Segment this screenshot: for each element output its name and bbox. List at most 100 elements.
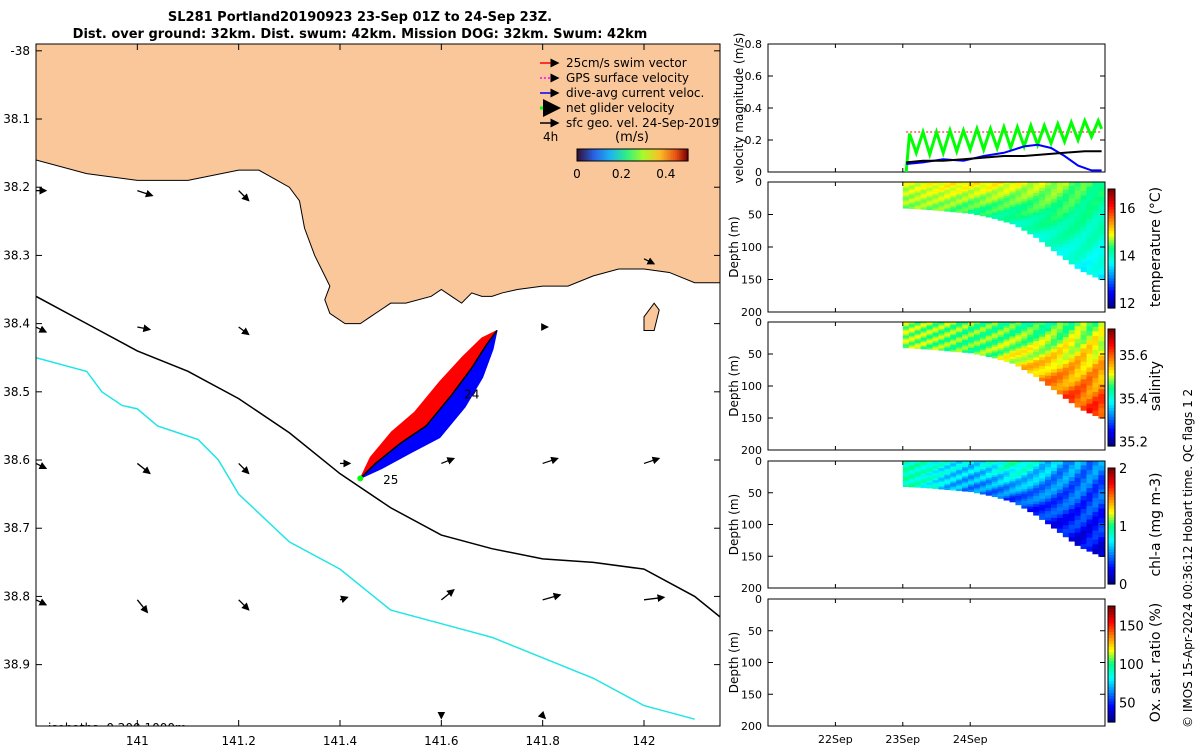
- section-cell: [1098, 508, 1105, 514]
- section-ytick-label: 200: [741, 582, 762, 595]
- section-cell: [1027, 357, 1034, 361]
- section-cell: [962, 347, 969, 350]
- section-cell: [1062, 483, 1070, 489]
- colorbar-cell: [577, 149, 580, 161]
- section-cell: [1050, 216, 1058, 221]
- section-cell: [950, 340, 957, 344]
- geo-velocity-vector: [136, 599, 149, 614]
- section-cell: [1009, 344, 1017, 348]
- section-cell: [1009, 485, 1017, 489]
- section-cell: [1003, 498, 1011, 501]
- section-cell: [908, 199, 916, 202]
- section-cell: [944, 186, 951, 189]
- section-cell: [908, 462, 916, 465]
- section-cell: [926, 330, 934, 333]
- section-cell: [968, 200, 975, 203]
- section-cell: [950, 199, 957, 202]
- section-cell: [1086, 260, 1094, 266]
- section-cell: [1045, 223, 1052, 228]
- section-cell: [908, 187, 916, 190]
- section-cell: [968, 349, 975, 352]
- section-colorbar-cell: [1108, 230, 1115, 235]
- section-cell: [1045, 334, 1052, 339]
- section-cell: [950, 342, 957, 345]
- section-cell: [1092, 238, 1099, 245]
- section-cell: [973, 186, 981, 190]
- section-cell: [1098, 484, 1105, 491]
- section-cell: [1003, 355, 1011, 358]
- section-cell: [1068, 190, 1076, 195]
- section-cell: [920, 461, 928, 463]
- section-cell: [1050, 359, 1058, 364]
- section-cell: [979, 330, 987, 333]
- section-cell: [1033, 217, 1040, 222]
- section-cell: [1074, 490, 1082, 496]
- date-xtick-label: 23Sep: [885, 733, 920, 746]
- section-cell: [985, 334, 993, 337]
- section-cell: [914, 470, 922, 473]
- section-cell: [1086, 353, 1094, 359]
- section-cell: [932, 339, 940, 342]
- section-cell: [985, 472, 993, 476]
- section-cell: [1021, 364, 1028, 368]
- section-cell: [997, 193, 1005, 196]
- section-cell: [1050, 328, 1058, 333]
- section-cell: [920, 191, 928, 194]
- section-cell: [944, 197, 951, 201]
- section-cell: [985, 476, 993, 479]
- section-cell: [902, 201, 910, 204]
- section-cell: [1015, 350, 1022, 354]
- geo-velocity-vector: [137, 324, 152, 333]
- section-cell: [973, 191, 981, 194]
- section-cell: [920, 200, 928, 203]
- section-cell: [962, 325, 969, 328]
- section-cell: [1050, 233, 1058, 238]
- section-cell: [926, 465, 934, 467]
- section-colorbar-cell: [1108, 299, 1115, 303]
- section-cell: [1068, 362, 1076, 367]
- section-cell: [1027, 493, 1034, 497]
- section-cell: [1092, 535, 1099, 541]
- section-cell: [1027, 332, 1034, 336]
- section-cell: [1062, 461, 1070, 466]
- section-cell: [938, 329, 945, 332]
- section-cell: [991, 485, 999, 489]
- section-cell: [920, 343, 928, 346]
- section-cell: [1098, 403, 1105, 409]
- section-cell: [1098, 196, 1105, 203]
- section-cell: [1092, 340, 1099, 346]
- section-cell: [1086, 461, 1094, 467]
- section-cell: [908, 193, 916, 196]
- section-cell: [1021, 470, 1028, 474]
- section-cell: [997, 185, 1005, 189]
- section-cell: [950, 478, 957, 481]
- isobath-note: isobaths: 0 200 1000m: [48, 721, 187, 735]
- section-cell: [1033, 501, 1040, 505]
- section-cell: [1056, 478, 1064, 483]
- section-cell: [985, 352, 993, 356]
- section-cell: [1056, 507, 1064, 512]
- section-cell: [914, 196, 922, 199]
- section-cell: [1027, 501, 1034, 505]
- section-cell: [950, 193, 957, 196]
- section-cell: [1009, 497, 1017, 501]
- section-cell: [979, 477, 987, 480]
- section-cell: [908, 331, 916, 333]
- section-cell: [1080, 262, 1088, 268]
- section-cell: [902, 481, 910, 484]
- section-colorbar-cell: [1108, 470, 1115, 475]
- section-cell: [932, 467, 940, 470]
- section-cell: [950, 323, 957, 326]
- section-cell: [1045, 210, 1052, 215]
- section-cell: [1045, 204, 1052, 209]
- section-cell: [1015, 197, 1022, 201]
- section-cell: [1033, 343, 1040, 348]
- section-cell: [968, 343, 975, 346]
- section-colorbar-cell: [1108, 425, 1115, 430]
- section-cell: [997, 208, 1005, 212]
- section-colorbar-cell: [1108, 716, 1115, 720]
- section-cell: [1074, 338, 1082, 344]
- section-cell: [944, 322, 951, 325]
- section-cell: [1080, 258, 1088, 264]
- section-cell: [932, 198, 940, 201]
